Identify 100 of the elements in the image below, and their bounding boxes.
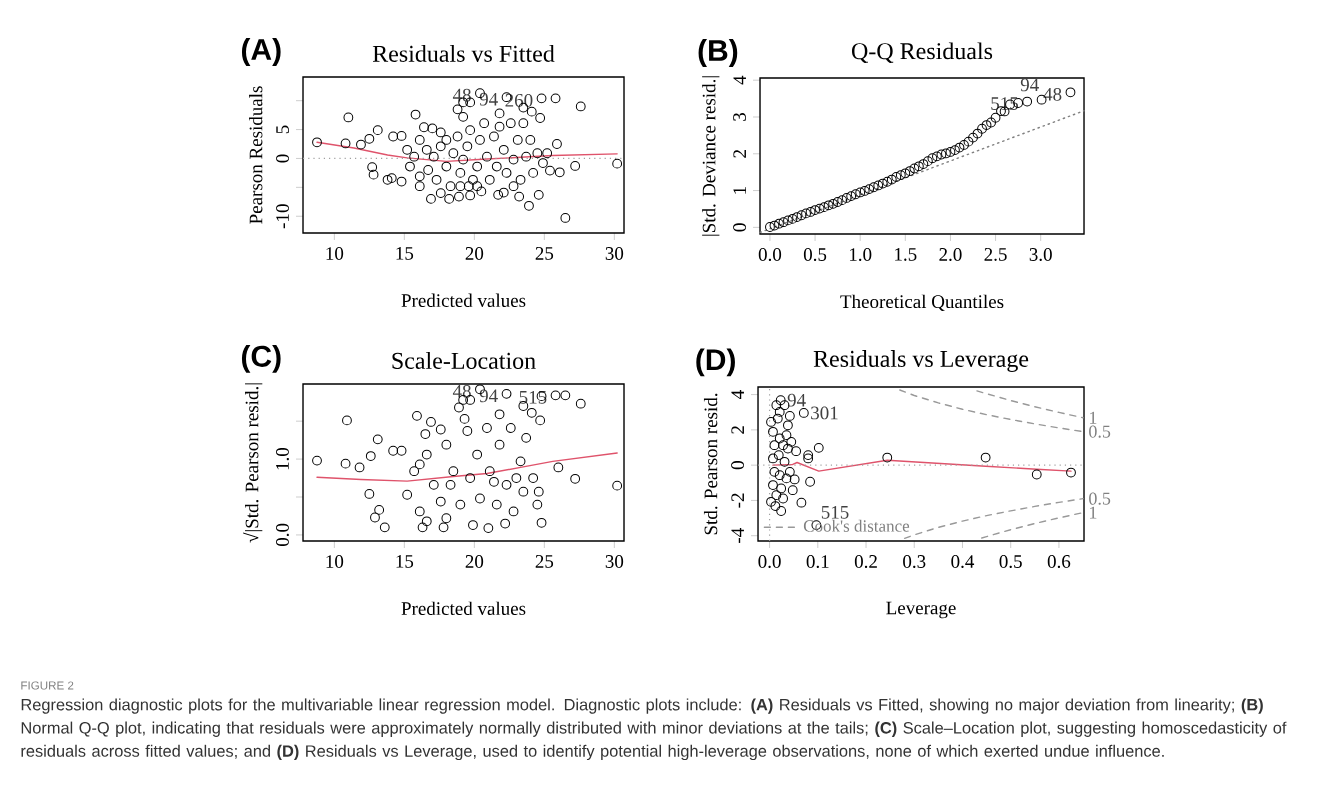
point <box>766 417 776 427</box>
y-tick-label: 5 <box>276 125 289 134</box>
point <box>784 466 795 477</box>
annotation: 48 <box>452 384 471 398</box>
point <box>778 440 788 451</box>
point <box>900 168 911 179</box>
y-tick-label: 3 <box>733 112 746 121</box>
point <box>980 452 991 463</box>
point <box>977 123 987 134</box>
point <box>789 474 800 485</box>
point <box>787 214 798 224</box>
caption: FIGURE 2 <box>21 681 74 690</box>
point <box>770 501 781 511</box>
x-axis-title: Theoretical Quantiles <box>840 294 1004 311</box>
y-axis-title: |Std. Deviance resid.| <box>702 76 720 236</box>
point <box>828 198 839 209</box>
text: (C) <box>241 344 281 373</box>
text: (D) <box>696 348 735 377</box>
point <box>814 203 825 214</box>
y-tick-label: 2 <box>733 150 746 158</box>
point <box>803 453 814 464</box>
point <box>882 452 893 463</box>
point <box>771 400 782 411</box>
point <box>774 218 784 229</box>
point <box>810 205 820 215</box>
point <box>768 480 778 490</box>
x-axis-title: Predicted values <box>401 601 526 615</box>
point <box>796 497 807 508</box>
x-tick-label: 10 <box>326 247 344 260</box>
y-tick-label: 0 <box>276 154 289 163</box>
x-axis-title: Predicted values <box>401 293 526 307</box>
point <box>766 496 776 507</box>
point <box>918 159 929 169</box>
point <box>832 197 843 207</box>
point <box>769 440 780 451</box>
point <box>895 170 906 181</box>
x-tick-label: 15 <box>396 555 414 568</box>
point <box>786 436 797 447</box>
point <box>771 490 782 501</box>
point <box>1065 87 1076 98</box>
point <box>772 413 783 424</box>
x-tick-label: 0.0 <box>758 248 782 261</box>
chart-title: Q-Q Residuals <box>852 42 993 63</box>
point <box>783 443 793 454</box>
annotation: 48 <box>452 88 471 102</box>
point <box>823 200 834 211</box>
text: (B) <box>698 39 738 67</box>
line-series <box>316 141 618 163</box>
x-tick-label: 0.2 <box>854 555 877 568</box>
y-tick-label: 0 <box>733 223 746 232</box>
point <box>850 189 861 200</box>
point <box>936 149 947 160</box>
point <box>968 132 978 143</box>
y-tick-label: 0.0 <box>276 523 289 547</box>
y-tick-label: 1.0 <box>276 447 289 470</box>
chart-title: Residuals vs Leverage <box>813 350 1029 372</box>
y-tick-label: 2 <box>731 426 744 434</box>
annotation: 94 <box>1020 78 1039 92</box>
point <box>941 148 951 159</box>
y-tick-label: 4 <box>731 390 744 399</box>
point <box>1066 467 1076 478</box>
chart-title: Residuals vs Fitted <box>372 45 555 62</box>
point <box>972 128 983 139</box>
annotation: 48 <box>1043 87 1062 101</box>
x-tick-label: 0.3 <box>903 555 926 568</box>
point <box>801 208 811 219</box>
point <box>805 476 815 487</box>
line-series <box>976 390 1084 419</box>
point <box>864 184 875 195</box>
annotation: 94 <box>479 92 498 106</box>
point <box>990 112 1001 123</box>
x-tick-label: 25 <box>535 247 554 260</box>
point <box>769 466 780 477</box>
point <box>846 191 857 201</box>
x-tick-label: 10 <box>326 555 344 568</box>
annotation: 0.5 <box>1089 492 1111 505</box>
line-series <box>316 452 618 482</box>
point <box>791 446 802 457</box>
x-tick-label: 0.4 <box>951 555 975 568</box>
point <box>778 493 788 504</box>
point <box>768 426 778 437</box>
point <box>778 217 789 228</box>
point <box>950 145 960 156</box>
annotation: 260 <box>505 93 533 107</box>
y-tick-label: 1 <box>733 186 746 194</box>
point <box>776 506 787 516</box>
point <box>891 172 902 182</box>
point <box>873 180 884 191</box>
point <box>855 187 866 198</box>
line-series <box>772 459 1072 472</box>
point <box>922 156 933 167</box>
point <box>913 161 924 172</box>
y-tick-label: 4 <box>733 75 746 85</box>
point <box>779 456 790 467</box>
y-tick-label: -10 <box>276 204 289 229</box>
point <box>798 408 809 418</box>
chart-title: Scale-Location <box>392 352 536 369</box>
text: (A) <box>241 38 281 66</box>
point <box>886 174 897 185</box>
x-tick-label: 1.5 <box>895 248 917 261</box>
